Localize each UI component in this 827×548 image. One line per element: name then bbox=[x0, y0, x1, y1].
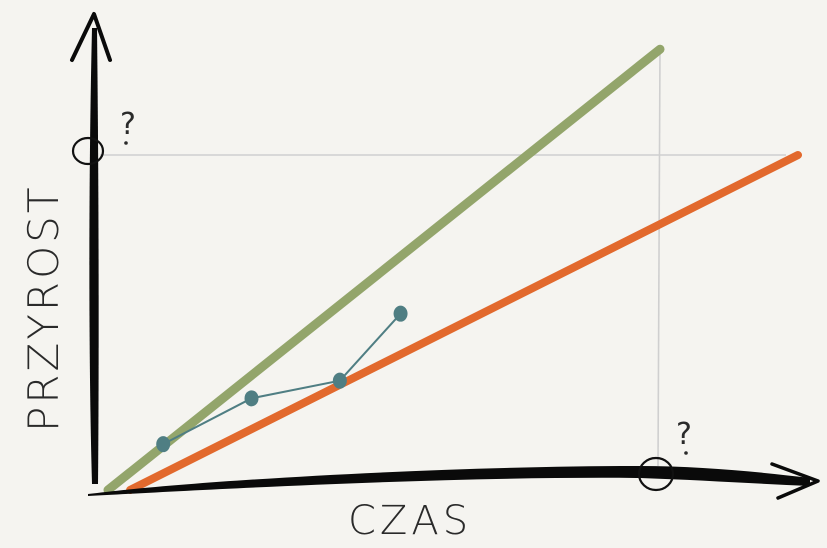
series-group bbox=[103, 44, 802, 495]
series-3-point-3 bbox=[332, 372, 347, 389]
series-line-1 bbox=[103, 44, 665, 495]
series-line-3 bbox=[162, 312, 402, 446]
x-axis-label: CZAS bbox=[348, 498, 472, 544]
series-3-point-4 bbox=[393, 305, 408, 322]
y-axis-label: PRZYROST bbox=[19, 185, 68, 433]
x-question-dot bbox=[684, 451, 688, 455]
y-axis bbox=[89, 28, 99, 484]
vertical-guide-line bbox=[657, 47, 661, 467]
x-target-circle bbox=[637, 456, 675, 492]
series-3-point-2 bbox=[244, 390, 259, 407]
x-axis-arrow bbox=[770, 462, 820, 500]
x-axis bbox=[88, 466, 810, 496]
y-question-mark: ? bbox=[120, 107, 136, 142]
guide-lines bbox=[100, 47, 786, 467]
y-axis-arrow bbox=[70, 12, 112, 62]
series-3-point-1 bbox=[156, 436, 171, 453]
axes bbox=[70, 12, 820, 500]
y-target-circle bbox=[71, 136, 105, 166]
x-question-mark: ? bbox=[676, 417, 692, 452]
y-question-dot bbox=[124, 141, 128, 145]
series-line-2 bbox=[126, 151, 802, 494]
